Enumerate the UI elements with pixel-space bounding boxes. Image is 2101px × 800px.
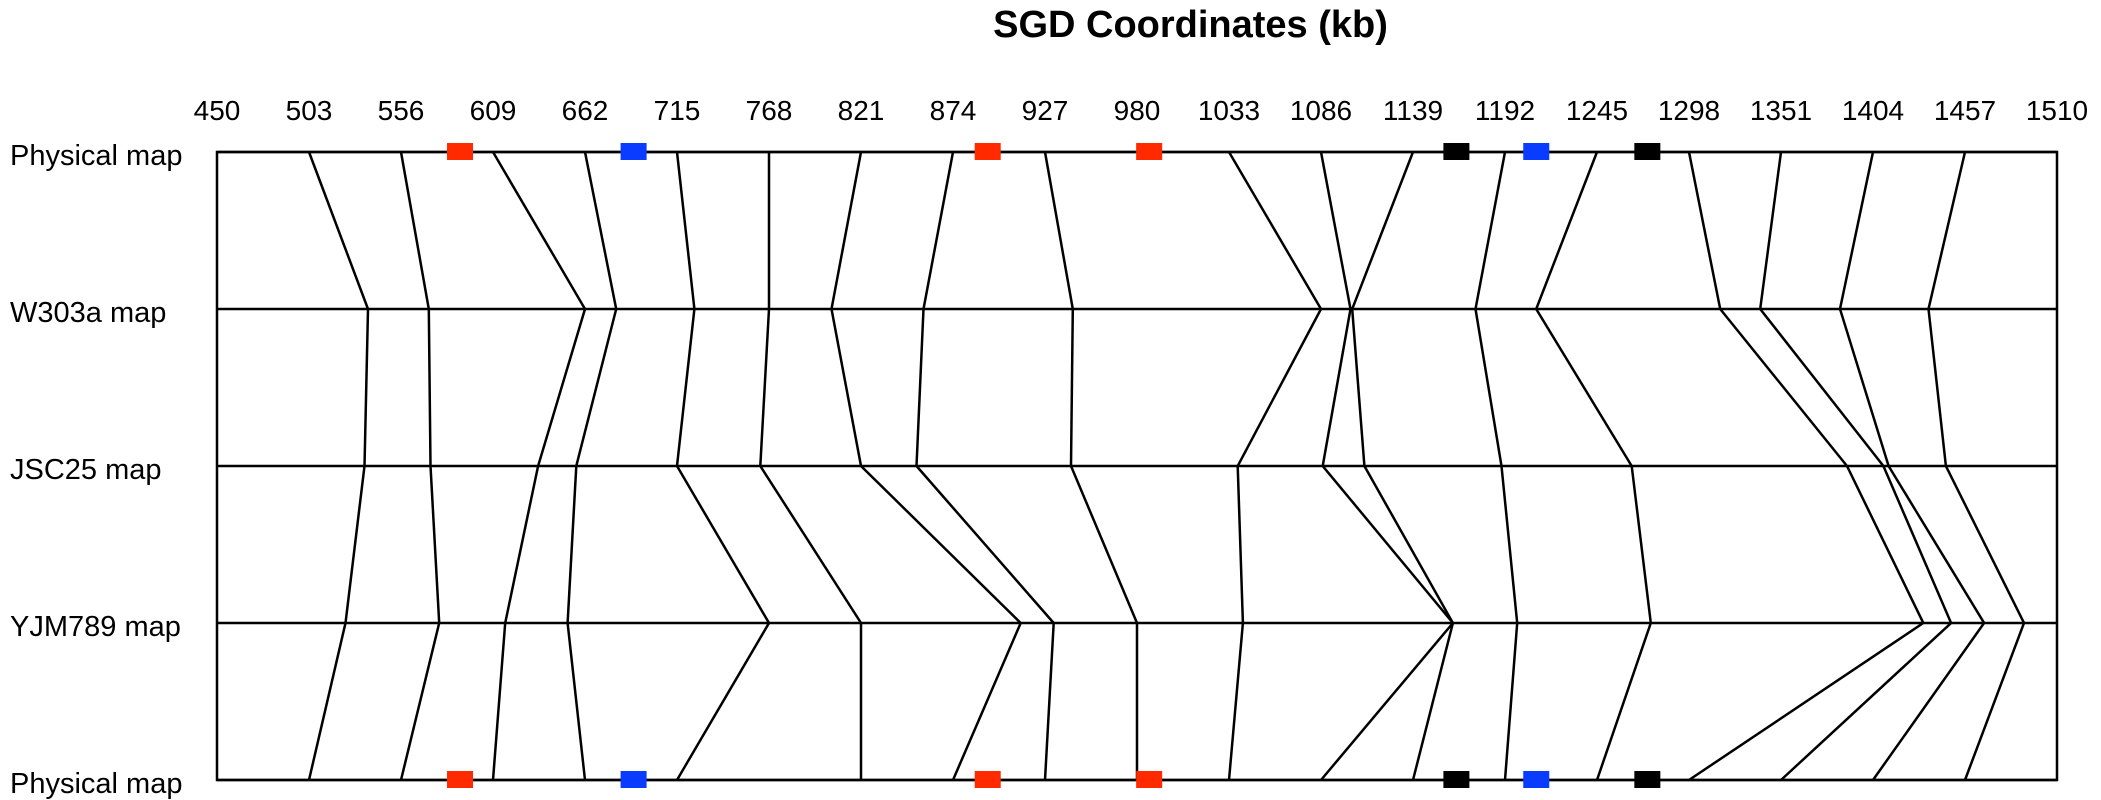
connection-line bbox=[491, 151, 587, 781]
connection-line bbox=[675, 151, 771, 781]
x-tick-label: 874 bbox=[930, 95, 977, 126]
connection-line bbox=[1534, 151, 1653, 781]
x-tick-label: 768 bbox=[746, 95, 793, 126]
x-tick-label: 1351 bbox=[1750, 95, 1812, 126]
row-label: W303a map bbox=[10, 297, 166, 329]
connection-line bbox=[830, 151, 1023, 781]
connection-line bbox=[759, 152, 863, 780]
x-tick-label: 821 bbox=[838, 95, 885, 126]
connection-line bbox=[915, 151, 1055, 781]
marker-bottom bbox=[447, 771, 474, 788]
x-tick-label: 1404 bbox=[1842, 95, 1904, 126]
row-label: Physical map bbox=[10, 768, 182, 800]
x-tick-label: 556 bbox=[378, 95, 425, 126]
marker-top bbox=[620, 143, 647, 160]
marker-bottom bbox=[974, 771, 1001, 788]
x-tick-label: 1510 bbox=[2026, 95, 2088, 126]
connection-line bbox=[1838, 151, 1986, 781]
row-label: JSC25 map bbox=[10, 454, 162, 486]
connection-line bbox=[1319, 151, 1455, 781]
x-tick-label: 927 bbox=[1022, 95, 1069, 126]
x-tick-label: 1086 bbox=[1290, 95, 1352, 126]
marker-bottom bbox=[1443, 771, 1470, 788]
x-tick-label: 1457 bbox=[1934, 95, 1996, 126]
connection-line bbox=[399, 151, 441, 781]
connection-line bbox=[1474, 151, 1519, 781]
connection-line bbox=[1927, 151, 2026, 781]
connection-line bbox=[566, 151, 618, 781]
marker-top bbox=[1136, 143, 1163, 160]
connection-line bbox=[1687, 151, 1925, 782]
x-tick-label: 609 bbox=[470, 95, 517, 126]
connection-line bbox=[1043, 151, 1139, 780]
marker-bottom bbox=[1136, 771, 1163, 788]
x-tick-label: 715 bbox=[654, 95, 701, 126]
connection-line bbox=[307, 151, 370, 781]
marker-top bbox=[974, 143, 1001, 160]
connection-line bbox=[1227, 151, 1323, 781]
row-label: YJM789 map bbox=[10, 611, 181, 643]
x-tick-label: 450 bbox=[194, 95, 241, 126]
marker-top bbox=[1523, 143, 1550, 160]
marker-bottom bbox=[1634, 771, 1661, 788]
chart-title: SGD Coordinates (kb) bbox=[993, 4, 1388, 46]
x-tick-label: 1298 bbox=[1658, 95, 1720, 126]
x-tick-label: 662 bbox=[562, 95, 609, 126]
x-tick-label: 503 bbox=[286, 95, 333, 126]
connection-line bbox=[1758, 151, 1953, 781]
marker-bottom bbox=[620, 771, 647, 788]
x-tick-label: 1245 bbox=[1566, 95, 1628, 126]
row-label: Physical map bbox=[10, 140, 182, 172]
x-tick-label: 1033 bbox=[1198, 95, 1260, 126]
marker-top bbox=[447, 143, 474, 160]
marker-top bbox=[1634, 143, 1661, 160]
marker-bottom bbox=[1523, 771, 1550, 788]
x-tick-label: 980 bbox=[1114, 95, 1161, 126]
x-tick-label: 1139 bbox=[1383, 95, 1443, 126]
x-tick-label: 1192 bbox=[1475, 95, 1535, 126]
marker-top bbox=[1443, 143, 1470, 160]
connection-line bbox=[1350, 151, 1455, 781]
